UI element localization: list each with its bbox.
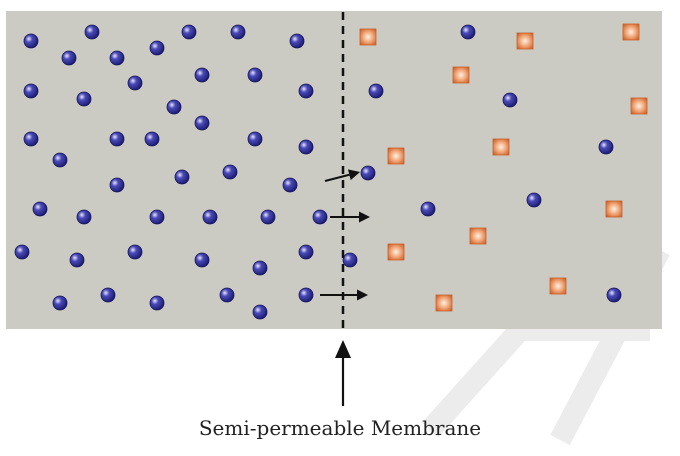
- blue-sphere-icon: [144, 131, 160, 147]
- blue-sphere-icon: [14, 244, 30, 260]
- blue-sphere-icon: [342, 252, 358, 268]
- blue-sphere-icon: [84, 24, 100, 40]
- blue-sphere-icon: [100, 287, 116, 303]
- arrow-up-icon: [335, 340, 351, 406]
- blue-sphere-icon: [127, 75, 143, 91]
- orange-square-icon: [435, 294, 453, 312]
- blue-sphere-icon: [32, 201, 48, 217]
- blue-sphere-icon: [247, 131, 263, 147]
- blue-sphere-icon: [109, 50, 125, 66]
- blue-sphere-icon: [23, 83, 39, 99]
- blue-sphere-icon: [174, 169, 190, 185]
- blue-sphere-icon: [194, 252, 210, 268]
- blue-sphere-icon: [222, 164, 238, 180]
- blue-sphere-icon: [460, 24, 476, 40]
- blue-sphere-icon: [149, 40, 165, 56]
- blue-sphere-icon: [420, 201, 436, 217]
- blue-sphere-icon: [149, 209, 165, 225]
- blue-sphere-icon: [69, 252, 85, 268]
- blue-sphere-icon: [166, 99, 182, 115]
- blue-sphere-icon: [282, 177, 298, 193]
- blue-sphere-icon: [149, 295, 165, 311]
- blue-sphere-icon: [194, 115, 210, 131]
- blue-sphere-icon: [76, 209, 92, 225]
- flow-arrows: [320, 169, 370, 301]
- orange-square-icon: [452, 66, 470, 84]
- blue-sphere-icon: [109, 177, 125, 193]
- blue-sphere-icon: [61, 50, 77, 66]
- blue-sphere-icon: [252, 304, 268, 320]
- blue-sphere-icon: [312, 209, 328, 225]
- blue-sphere-icon: [23, 33, 39, 49]
- orange-square-icon: [359, 28, 377, 46]
- orange-square-icon: [622, 23, 640, 41]
- orange-square-icon: [605, 200, 623, 218]
- blue-sphere-icon: [368, 83, 384, 99]
- blue-sphere-icon: [109, 131, 125, 147]
- blue-sphere-icon: [76, 91, 92, 107]
- arrow-right-icon: [324, 169, 360, 182]
- blue-sphere-icon: [606, 287, 622, 303]
- arrow-right-icon: [330, 211, 370, 223]
- orange-square-icon: [630, 97, 648, 115]
- orange-square-icon: [387, 147, 405, 165]
- blue-sphere-icon: [202, 209, 218, 225]
- blue-sphere-icon: [298, 83, 314, 99]
- membrane-label: Semi-permeable Membrane: [198, 416, 482, 440]
- blue-sphere-icon: [502, 92, 518, 108]
- blue-sphere-icon: [52, 152, 68, 168]
- blue-sphere-icon: [194, 67, 210, 83]
- blue-sphere-icon: [247, 67, 263, 83]
- orange-square-icon: [549, 277, 567, 295]
- orange-square-icon: [469, 227, 487, 245]
- blue-sphere-icon: [526, 192, 542, 208]
- blue-sphere-icon: [360, 165, 376, 181]
- blue-sphere-icon: [298, 244, 314, 260]
- solute-particles: [359, 23, 648, 312]
- blue-sphere-icon: [298, 287, 314, 303]
- blue-sphere-icon: [260, 209, 276, 225]
- orange-square-icon: [387, 243, 405, 261]
- blue-sphere-icon: [252, 260, 268, 276]
- blue-sphere-icon: [230, 24, 246, 40]
- orange-square-icon: [492, 138, 510, 156]
- blue-sphere-icon: [127, 244, 143, 260]
- solvent-particles: [14, 24, 622, 320]
- blue-sphere-icon: [52, 295, 68, 311]
- orange-square-icon: [516, 32, 534, 50]
- blue-sphere-icon: [298, 139, 314, 155]
- blue-sphere-icon: [181, 24, 197, 40]
- blue-sphere-icon: [289, 33, 305, 49]
- blue-sphere-icon: [23, 131, 39, 147]
- arrow-right-icon: [320, 289, 368, 301]
- blue-sphere-icon: [219, 287, 235, 303]
- blue-sphere-icon: [598, 139, 614, 155]
